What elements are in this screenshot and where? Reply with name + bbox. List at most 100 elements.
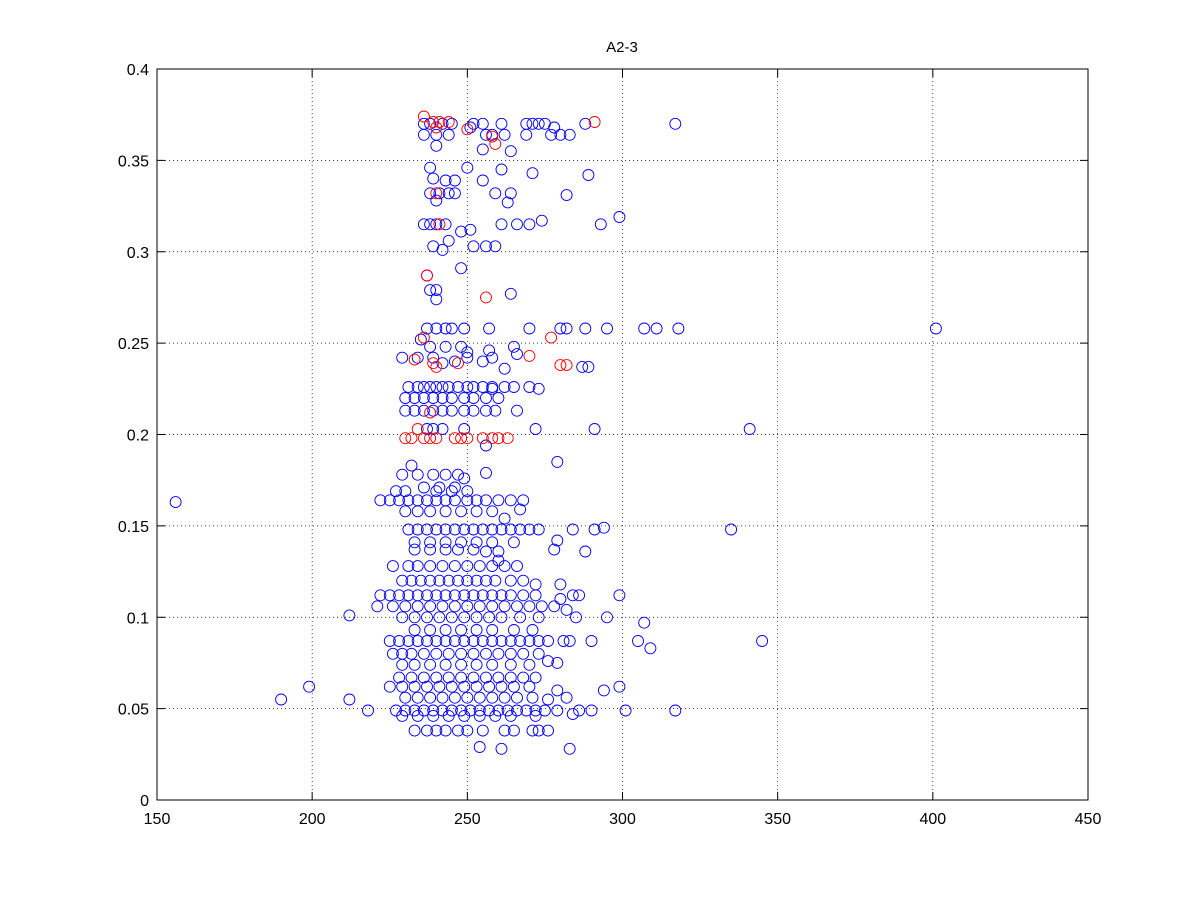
data-point <box>480 128 492 141</box>
data-point <box>417 392 430 404</box>
data-point <box>442 709 455 722</box>
data-point <box>430 381 443 393</box>
data-point <box>411 560 424 573</box>
data-point <box>399 432 412 445</box>
data-point <box>613 680 626 693</box>
data-point <box>343 609 356 622</box>
data-point <box>424 574 437 587</box>
data-point <box>411 600 424 613</box>
data-point <box>566 589 579 602</box>
data-point <box>517 494 530 507</box>
data-point <box>557 635 570 647</box>
data-point <box>439 322 452 335</box>
data-point <box>601 322 613 335</box>
data-point <box>169 496 182 509</box>
data-point <box>480 545 492 558</box>
data-point <box>452 381 464 393</box>
data-point <box>551 704 564 717</box>
data-point <box>455 658 468 671</box>
data-point <box>514 635 527 647</box>
data-point <box>424 161 437 174</box>
y-tick-label: 0.05 <box>118 702 149 719</box>
data-point <box>455 671 468 684</box>
data-point <box>486 382 499 395</box>
data-point <box>523 635 536 647</box>
data-point <box>526 691 539 704</box>
data-point <box>523 523 536 536</box>
data-point <box>408 724 421 737</box>
data-point <box>526 624 539 636</box>
data-point <box>504 671 517 684</box>
data-point <box>507 680 520 693</box>
data-point <box>495 611 508 624</box>
data-point <box>455 262 468 275</box>
data-point <box>436 423 449 435</box>
data-point <box>476 635 489 647</box>
data-point <box>486 658 499 671</box>
data-point <box>588 423 601 435</box>
data-point <box>538 704 551 717</box>
data-point <box>563 635 576 647</box>
data-point <box>495 742 508 755</box>
data-point <box>411 505 424 518</box>
data-point <box>554 593 567 605</box>
x-tick-label: 150 <box>144 811 171 828</box>
data-point <box>427 351 440 364</box>
data-point <box>542 724 554 737</box>
data-point <box>579 545 592 558</box>
data-point <box>560 691 573 704</box>
data-point <box>417 481 430 494</box>
y-tick-label: 0.1 <box>127 610 149 627</box>
data-point <box>551 455 564 468</box>
data-point <box>573 589 586 602</box>
data-point <box>467 404 480 417</box>
data-point <box>396 574 409 587</box>
data-point <box>467 589 480 602</box>
data-point <box>650 322 663 335</box>
y-tick-label: 0.25 <box>118 336 149 353</box>
data-point <box>393 635 406 647</box>
data-point <box>448 560 461 573</box>
data-point <box>560 603 573 616</box>
data-point <box>421 589 433 602</box>
data-point <box>405 671 418 684</box>
data-point <box>455 505 468 518</box>
data-point <box>476 432 489 445</box>
data-point <box>445 485 458 498</box>
data-point <box>504 589 517 602</box>
x-tick-label: 400 <box>919 811 946 828</box>
chart-title: A2-3 <box>606 39 638 56</box>
data-point <box>439 505 452 518</box>
data-point <box>498 512 511 525</box>
data-point <box>467 392 480 404</box>
data-point <box>399 691 412 704</box>
data-point <box>408 611 421 624</box>
data-point <box>613 589 626 602</box>
data-point <box>458 392 471 404</box>
data-point <box>597 684 610 697</box>
data-point <box>411 709 424 722</box>
data-point <box>439 724 452 737</box>
data-point <box>483 322 496 335</box>
data-point <box>548 543 561 556</box>
data-point <box>402 589 415 602</box>
data-point <box>511 404 523 417</box>
data-point <box>424 218 437 231</box>
data-point <box>396 680 409 693</box>
data-point <box>486 432 499 445</box>
data-point <box>424 624 437 636</box>
data-point <box>427 240 440 253</box>
data-point <box>439 340 452 353</box>
data-point <box>551 684 564 697</box>
data-point <box>448 187 461 200</box>
data-point <box>399 485 412 498</box>
data-point <box>424 406 437 419</box>
data-point <box>421 523 433 536</box>
data-point <box>504 494 517 507</box>
data-point <box>458 423 471 435</box>
data-point <box>445 611 458 624</box>
data-point <box>461 161 474 174</box>
data-point <box>439 523 452 536</box>
data-point <box>585 635 598 647</box>
data-point <box>455 536 468 549</box>
